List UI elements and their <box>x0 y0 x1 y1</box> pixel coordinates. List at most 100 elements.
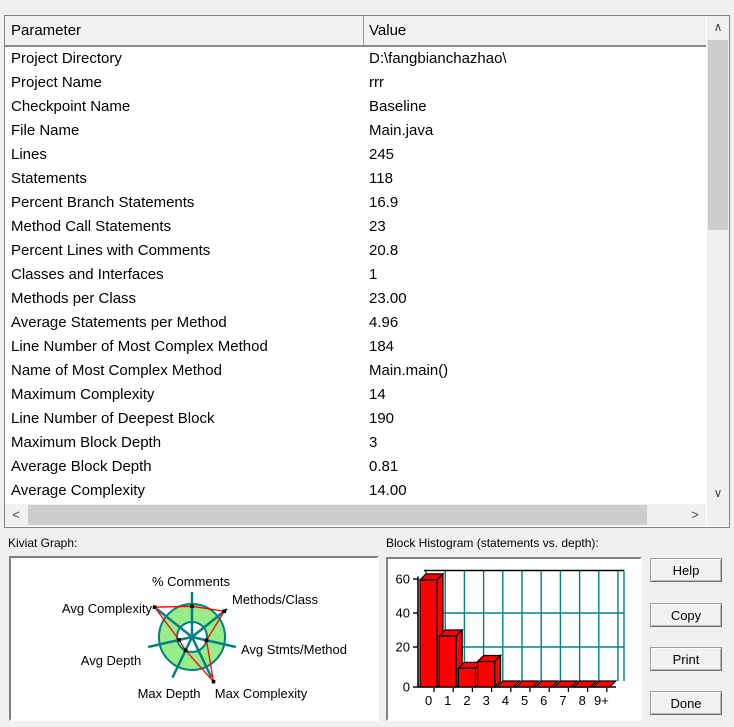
x-tick-label: 9+ <box>594 693 609 708</box>
radar-spokes <box>147 592 237 679</box>
value-cell: Main.main() <box>369 362 449 379</box>
kiviat-graph-panel: % Comments Methods/Class Avg Stmts/Method M… <box>9 556 379 721</box>
scroll-right-icon[interactable]: > <box>684 504 706 526</box>
table-row[interactable]: Lines 245 <box>5 143 706 167</box>
table-row[interactable]: Methods per Class 23.00 <box>5 287 706 311</box>
x-tick-label: 8 <box>579 693 586 708</box>
column-header-value[interactable]: Value <box>369 22 407 39</box>
table-row[interactable]: Method Call Statements 23 <box>5 215 706 239</box>
value-cell: 4.96 <box>369 314 399 331</box>
scroll-left-icon[interactable]: < <box>5 504 27 526</box>
value-cell: rrr <box>369 74 384 91</box>
horizontal-scrollbar-thumb[interactable] <box>28 505 647 525</box>
parameter-cell: Maximum Complexity <box>11 386 155 403</box>
value-cell: 16.9 <box>369 194 399 211</box>
parameter-cell: Methods per Class <box>11 290 137 307</box>
radar-axis-label: Max Depth <box>138 686 201 701</box>
parameter-cell: Checkpoint Name <box>11 98 131 115</box>
bar-front-face <box>457 667 477 688</box>
parameter-cell: Method Call Statements <box>11 218 172 235</box>
parameter-cell: Line Number of Deepest Block <box>11 410 215 427</box>
x-tick-label: 4 <box>502 693 509 708</box>
table-row[interactable]: Classes and Interfaces 1 <box>5 263 706 287</box>
radar-series-polygon <box>153 605 226 684</box>
parameter-cell: Average Statements per Method <box>11 314 227 331</box>
help-button[interactable]: Help <box>650 558 722 582</box>
value-cell: 184 <box>369 338 395 355</box>
column-header-parameter[interactable]: Parameter <box>11 22 82 39</box>
parameter-cell: File Name <box>11 122 80 139</box>
value-cell: 14.00 <box>369 482 407 499</box>
y-tick-label: 20 <box>396 640 410 655</box>
x-tick-label: 0 <box>425 693 432 708</box>
bar-top-face <box>514 680 541 688</box>
bar-top-face <box>591 680 618 688</box>
parameter-cell: Average Complexity <box>11 482 145 499</box>
kiviat-section-label: Kiviat Graph: <box>8 536 78 550</box>
x-tick-label: 2 <box>463 693 470 708</box>
table-row[interactable]: Percent Branch Statements 16.9 <box>5 191 706 215</box>
horizontal-scrollbar[interactable]: < > <box>5 504 706 526</box>
histogram-section-label: Block Histogram (statements vs. depth): <box>386 536 599 550</box>
value-cell: 20.8 <box>369 242 399 259</box>
copy-button[interactable]: Copy <box>650 603 722 627</box>
scroll-up-icon[interactable]: ∧ <box>707 16 729 38</box>
radar-axis-label: % Comments <box>152 574 231 589</box>
radar-axis-label: Max Complexity <box>215 686 308 701</box>
bar-top-face <box>572 680 599 688</box>
value-cell: 23 <box>369 218 386 235</box>
vertical-scrollbar[interactable]: ∧ ∨ <box>707 16 729 504</box>
table-row[interactable]: Percent Lines with Comments 20.8 <box>5 239 706 263</box>
table-row[interactable]: Average Statements per Method 4.96 <box>5 311 706 335</box>
done-button[interactable]: Done <box>650 691 722 715</box>
x-tick-label: 7 <box>559 693 566 708</box>
value-cell: 23.00 <box>369 290 407 307</box>
parameter-cell: Statements <box>11 170 87 187</box>
table-row[interactable]: File Name Main.java <box>5 119 706 143</box>
table-row[interactable]: Project Name rrr <box>5 71 706 95</box>
histogram-x-axis-labels: 0 1 2 3 4 5 6 7 8 9+ <box>425 688 609 708</box>
parameter-cell: Project Directory <box>11 50 122 67</box>
x-tick-label: 1 <box>444 693 451 708</box>
block-histogram-panel: 0 20 40 60 0 1 2 3 4 5 6 7 8 9+ <box>386 557 642 721</box>
scroll-down-icon[interactable]: ∨ <box>707 482 729 504</box>
value-cell: 0.81 <box>369 458 399 475</box>
parameter-cell: Percent Lines with Comments <box>11 242 211 259</box>
table-row[interactable]: Statements 118 <box>5 167 706 191</box>
print-button[interactable]: Print <box>650 647 722 671</box>
histogram-bars <box>418 572 618 689</box>
table-row[interactable]: Maximum Block Depth 3 <box>5 431 706 455</box>
x-tick-label: 5 <box>521 693 528 708</box>
bar-top-face <box>495 680 522 688</box>
radar-axis-label: Avg Depth <box>81 653 141 668</box>
radar-axis-label: Avg Stmts/Method <box>241 642 347 657</box>
radar-data-points <box>152 604 227 684</box>
value-cell: D:\fangbianchazhao\ <box>369 50 507 67</box>
column-separator[interactable] <box>363 16 364 45</box>
table-row[interactable]: Checkpoint Name Baseline <box>5 95 706 119</box>
table-row[interactable]: Project Directory D:\fangbianchazhao\ <box>5 47 706 71</box>
vertical-scrollbar-thumb[interactable] <box>708 40 728 230</box>
scrollbar-corner <box>707 504 729 526</box>
parameter-cell: Project Name <box>11 74 102 91</box>
value-cell: Main.java <box>369 122 434 139</box>
metrics-table: Parameter Value Project Directory D:\fang… <box>4 15 730 528</box>
value-cell: 245 <box>369 146 395 163</box>
table-row[interactable]: Average Block Depth 0.81 <box>5 455 706 479</box>
parameter-cell: Name of Most Complex Method <box>11 362 222 379</box>
table-header: Parameter Value <box>5 16 706 47</box>
table-row[interactable]: Name of Most Complex Method Main.main() <box>5 359 706 383</box>
value-cell: 118 <box>369 170 393 187</box>
value-cell: Baseline <box>369 98 427 115</box>
table-row[interactable]: Line Number of Deepest Block 190 <box>5 407 706 431</box>
table-row[interactable]: Maximum Complexity 14 <box>5 383 706 407</box>
table-row[interactable]: Average Complexity 14.00 <box>5 479 706 503</box>
table-rows: Project Directory D:\fangbianchazhao\ Proj… <box>5 47 706 503</box>
table-row[interactable]: Line Number of Most Complex Method 184 <box>5 335 706 359</box>
radar-axis-label: Avg Complexity <box>62 601 153 616</box>
value-cell: 14 <box>369 386 386 403</box>
value-cell: 3 <box>369 434 378 451</box>
parameter-cell: Line Number of Most Complex Method <box>11 338 268 355</box>
